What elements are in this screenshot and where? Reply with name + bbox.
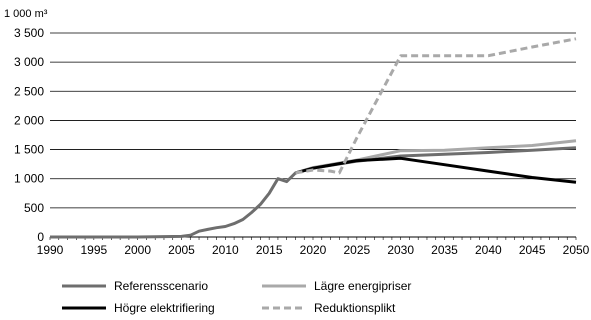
x-tick-label: 2005 [168,243,195,257]
y-tick-label: 2 000 [14,113,44,127]
y-tick-label: 1 500 [14,143,44,157]
y-tick-label: 1 000 [14,172,44,186]
y-tick-label: 2 500 [14,84,44,98]
series-line-referensscenario [50,146,577,239]
x-tick-label: 2025 [343,243,370,257]
x-tick-label: 1995 [80,243,107,257]
series-line-lagre-energipriser [295,139,577,175]
x-tick-label: 2045 [519,243,546,257]
axes: 0 500 1 000 1 500 2 000 2 500 3 000 3 500 1990 19… [14,26,590,257]
series-line-reduktionsplikt [295,37,577,175]
y-tick-label: 500 [24,201,44,215]
x-tick-label: 2010 [212,243,239,257]
y-axis-unit-label: 1 000 m³ [4,8,48,20]
x-tick-label: 2015 [256,243,283,257]
legend-label-reduktionsplikt: Reduktionsplikt [314,301,396,315]
x-tick-label: 2000 [124,243,151,257]
y-tick-label: 0 [37,230,44,244]
gridlines [50,32,576,209]
series-lines [50,37,577,239]
series-line-hogre-elektrifiering [295,156,577,184]
legend-label-lagre-energipriser: Lägre energipriser [314,279,411,293]
x-tick-label: 1990 [37,243,64,257]
y-tick-label: 3 000 [14,55,44,69]
y-tick-label: 3 500 [14,26,44,40]
legend: Referensscenario Lägre energipriser Högre … [62,279,411,315]
legend-label-referensscenario: Referensscenario [114,279,208,293]
legend-label-hogre-elektrifiering: Högre elektrifiering [114,301,215,315]
x-tick-label: 2050 [563,243,590,257]
x-tick-label: 2030 [387,243,414,257]
x-tick-label: 2020 [300,243,327,257]
x-tick-label: 2040 [475,243,502,257]
x-tick-label: 2035 [431,243,458,257]
